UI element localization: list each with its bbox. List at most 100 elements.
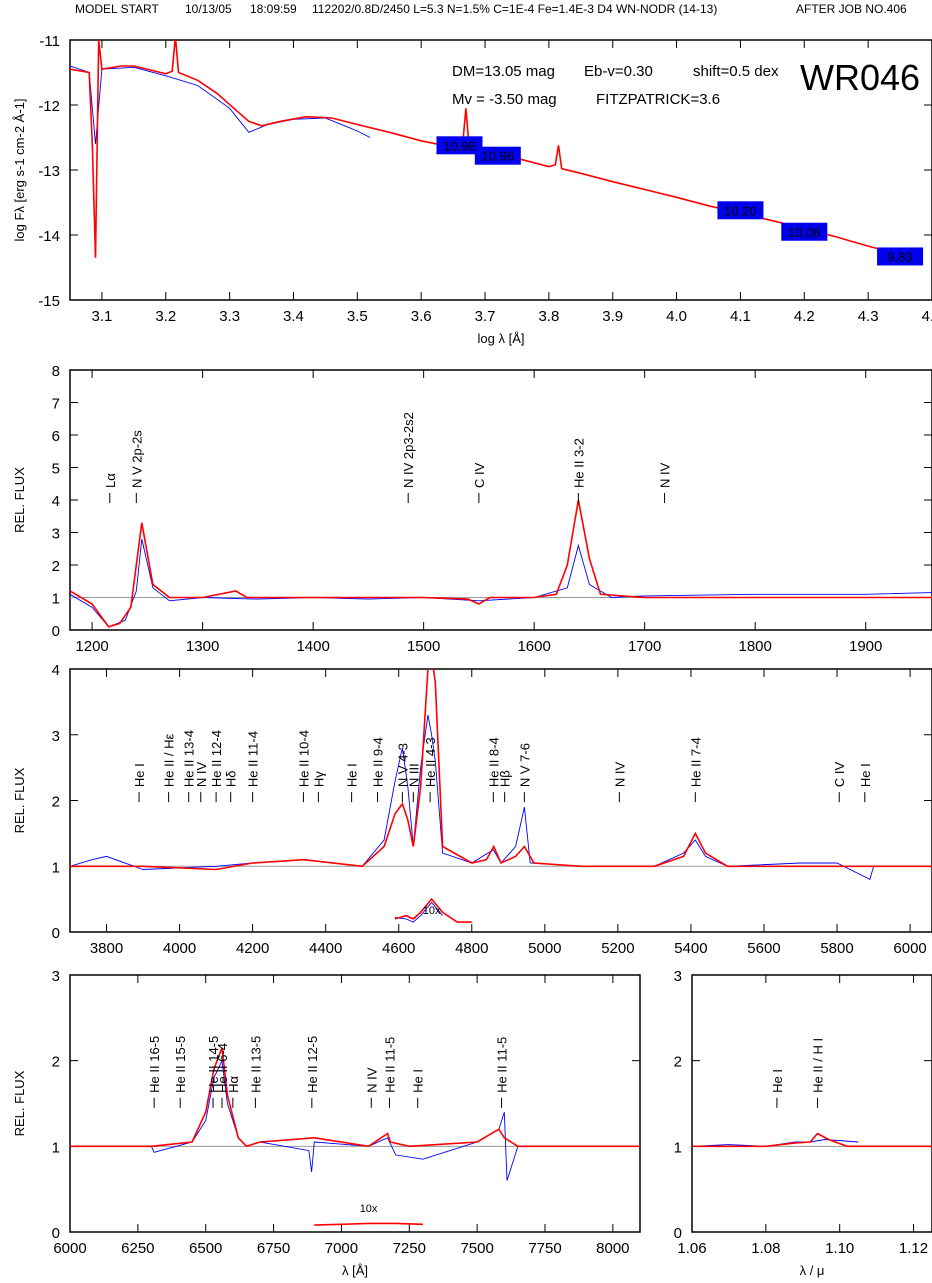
optical-line-label: He I — [858, 763, 873, 787]
ir-panel: 1.06 1.08 1.10 1.12 0 1 2 3 λ / μ He I He II / H I — [674, 968, 932, 1278]
sed-dm-annotation: DM=13.05 mag — [452, 63, 555, 80]
optical-line-label: Hγ — [311, 771, 326, 787]
ir-series-observed — [692, 1139, 859, 1147]
red-line-label: He II 14-5 — [206, 1036, 221, 1093]
uv-xtick-label: 1700 — [628, 638, 661, 655]
red-ytick-label: 1 — [52, 1139, 60, 1156]
red-line-label: He II 12-5 — [305, 1036, 320, 1093]
header-model: MODEL START — [75, 2, 159, 16]
optical-panel: 3800 4000 4200 4400 4600 4800 5000 5200 5400 5600… — [12, 662, 932, 957]
sed-xlabel: log λ [Å] — [478, 331, 525, 346]
panels-group: 3.1 3.2 3.3 3.4 3.5 3.6 3.7 3.8 3.9 4.0 4.1 4.2 4.3 4… — [12, 33, 932, 1278]
sed-xtick-label: 3.7 — [475, 308, 496, 325]
sed-fitz-annotation: FITZPATRICK=3.6 — [596, 91, 720, 108]
uv-line-label: N IV — [658, 462, 673, 488]
sed-ytick-label: -13 — [38, 163, 60, 180]
optical-xtick-label: 5600 — [747, 940, 780, 957]
optical-series-model_10x — [394, 897, 472, 923]
uv-xtick-label: 1500 — [407, 638, 440, 655]
sed-mv-annotation: Mv = -3.50 mag — [452, 91, 557, 108]
optical-frame — [69, 668, 932, 933]
uv-xtick-label: 1900 — [849, 638, 882, 655]
ir-xlabel: λ / μ — [800, 1263, 825, 1278]
optical-xtick-label: 4800 — [455, 940, 488, 957]
uv-xtick-label: 1300 — [186, 638, 219, 655]
red-xtick-label: 8000 — [596, 1240, 629, 1257]
red-xtick-label: 6750 — [257, 1240, 290, 1257]
red-xtick-label: 6500 — [189, 1240, 222, 1257]
uv-line-label: N V 2p-2s — [129, 430, 144, 488]
uv-xtick-label: 1400 — [296, 638, 329, 655]
red-line-label: He II 11-5 — [495, 1037, 510, 1093]
optical-line-label: N V 4-3 — [395, 743, 410, 787]
uv-frame — [69, 369, 932, 631]
sed-photometry-label: 9.83 — [887, 249, 912, 264]
sed-xtick-label: 3.8 — [538, 308, 559, 325]
header-time: 18:09:59 — [250, 2, 297, 16]
red-line-label: He II 6-4 — [215, 1043, 230, 1093]
optical-ytick-label: 4 — [52, 662, 60, 679]
ir-xtick-label: 1.06 — [677, 1240, 706, 1257]
optical-xtick-label: 6000 — [893, 940, 926, 957]
uv-line-label: Lα — [103, 473, 118, 488]
optical-line-label: Hδ — [224, 771, 239, 788]
optical-line-label: N IV — [612, 762, 627, 788]
optical-line-label: N IV — [194, 762, 209, 788]
sed-xtick-label: 4.1 — [730, 308, 751, 325]
red-xtick-label: 7750 — [528, 1240, 561, 1257]
ir-line-label: He I — [770, 1069, 785, 1093]
sed-series-model — [70, 40, 901, 258]
optical-line-label: N V 7-6 — [517, 743, 532, 787]
uv-ytick-label: 3 — [52, 526, 60, 543]
optical-xtick-label: 5400 — [674, 940, 707, 957]
red-line-label: N IV — [364, 1067, 379, 1093]
ir-xtick-label: 1.08 — [751, 1240, 780, 1257]
uv-ytick-label: 1 — [52, 591, 60, 608]
sed-photometry-label: 10.20 — [724, 203, 757, 218]
sed-panel: 3.1 3.2 3.3 3.4 3.5 3.6 3.7 3.8 3.9 4.0 4.1 4.2 4.3 4… — [12, 33, 932, 346]
ir-xtick-label: 1.12 — [899, 1240, 928, 1257]
uv-xtick-label: 1800 — [738, 638, 771, 655]
sed-photometry-box — [436, 136, 483, 155]
red-xlabel: λ [Å] — [342, 1263, 368, 1278]
sed-ytick-label: -12 — [38, 98, 60, 115]
ir-ytick-label: 1 — [674, 1139, 682, 1156]
optical-xtick-label: 4000 — [163, 940, 196, 957]
sed-xtick-label: 3.2 — [155, 308, 176, 325]
sed-xtick-label: 3.3 — [219, 308, 240, 325]
header-date: 10/13/05 — [185, 2, 232, 16]
red-line-label: Hα — [226, 1075, 241, 1092]
sed-photometry-box — [781, 222, 828, 241]
optical-inset-label: 10x — [423, 905, 441, 917]
sed-xtick-label: 4.0 — [666, 308, 687, 325]
optical-line-label: He II 11-4 — [246, 731, 261, 787]
uv-series-observed — [70, 538, 932, 628]
sed-photometry-box — [474, 146, 521, 165]
sed-shift-annotation: shift=0.5 dex — [693, 63, 779, 80]
optical-ytick-label: 1 — [52, 859, 60, 876]
optical-xtick-label: 4200 — [236, 940, 269, 957]
sed-xtick-label: 4.4 — [922, 308, 932, 325]
optical-line-label: He II 12-4 — [209, 730, 224, 787]
sed-xtick-label: 3.9 — [602, 308, 623, 325]
sed-ytick-label: -14 — [38, 228, 60, 245]
uv-ylabel: REL. FLUX — [12, 467, 27, 533]
uv-ytick-label: 2 — [52, 558, 60, 575]
red-ylabel: REL. FLUX — [12, 1070, 27, 1136]
optical-xtick-label: 5800 — [820, 940, 853, 957]
sed-title: WR046 — [800, 57, 920, 98]
ir-ytick-label: 0 — [674, 1225, 682, 1242]
sed-photometry-label: 10.96 — [443, 138, 476, 153]
optical-ytick-label: 2 — [52, 794, 60, 811]
red-line-label: He II 11-5 — [382, 1037, 397, 1093]
uv-xtick-label: 1200 — [75, 638, 108, 655]
sed-xtick-label: 3.1 — [91, 308, 112, 325]
sed-xtick-label: 3.6 — [411, 308, 432, 325]
optical-line-label: He I — [132, 763, 147, 787]
uv-panel: 1200 1300 1400 1500 1600 1700 1800 1900 0 1 2 3 4 5 6 7… — [12, 363, 932, 655]
optical-line-label: He II / Hε — [162, 733, 177, 787]
red-line-label: He II 16-5 — [147, 1036, 162, 1093]
ir-xtick-label: 1.10 — [825, 1240, 854, 1257]
red-xtick-label: 7250 — [393, 1240, 426, 1257]
optical-series-observed_10x — [395, 901, 443, 923]
